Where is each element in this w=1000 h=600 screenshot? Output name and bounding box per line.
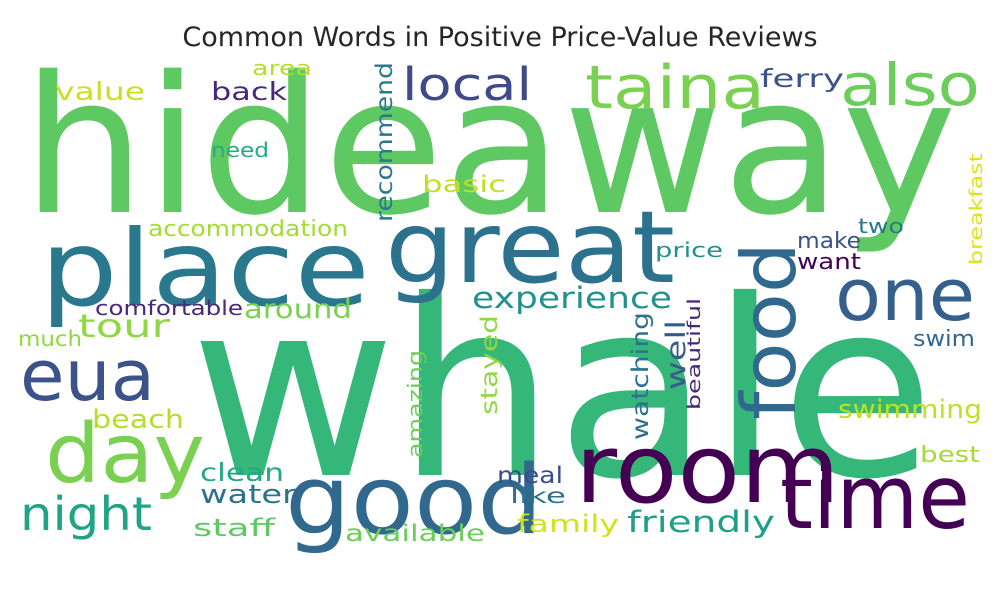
word-stayed: stayed xyxy=(477,315,503,415)
word-good: good xyxy=(285,446,543,556)
word-friendly: friendly xyxy=(627,505,775,539)
word-meal: meal xyxy=(497,463,563,489)
word-room: room xyxy=(575,415,840,525)
word-water: water xyxy=(200,480,296,510)
word-best: best xyxy=(920,443,980,468)
word-whale: whale xyxy=(190,248,935,533)
word-day: day xyxy=(45,407,205,502)
word-one: one xyxy=(835,253,975,337)
word-also: also xyxy=(840,51,980,119)
word-want: want xyxy=(797,250,861,275)
word-hideaway: hideaway xyxy=(22,36,957,257)
word-place: place xyxy=(40,208,370,330)
word-tour: tour xyxy=(78,307,171,345)
word-breakfast: breakfast xyxy=(966,153,987,265)
word-food: food xyxy=(725,242,813,420)
word-beach: beach xyxy=(92,405,184,435)
word-available: available xyxy=(345,521,485,547)
word-need: need xyxy=(211,138,269,162)
word-amazing: amazing xyxy=(403,350,427,458)
word-like: like xyxy=(510,484,566,508)
word-recommend: recommend xyxy=(372,62,398,222)
word-ferry: ferry xyxy=(760,64,844,93)
word-comfortable: comfortable xyxy=(95,296,243,320)
word-two: two xyxy=(858,214,904,238)
word-accommodation: accommodation xyxy=(148,217,348,242)
word-around: around xyxy=(244,294,352,325)
word-local: local xyxy=(402,58,532,111)
word-value: value xyxy=(55,77,145,106)
word-much: much xyxy=(18,327,82,351)
chart-title: Common Words in Positive Price-Value Rev… xyxy=(182,22,818,53)
word-area: area xyxy=(252,56,312,80)
word-family: family xyxy=(517,510,619,538)
word-taina: taina xyxy=(585,53,765,123)
word-back: back xyxy=(211,77,288,106)
word-time: time xyxy=(780,446,970,549)
word-swim: swim xyxy=(913,327,975,352)
word-experience: experience xyxy=(472,281,672,315)
word-swimming: swimming xyxy=(838,395,982,425)
word-night: night xyxy=(20,487,152,541)
word-well: well xyxy=(661,320,692,390)
word-eua: eua xyxy=(20,335,155,417)
word-basic: basic xyxy=(422,172,506,198)
word-make: make xyxy=(797,229,861,254)
word-staff: staff xyxy=(193,514,276,542)
word-watching: watching xyxy=(628,312,654,440)
word-beautiful: beautiful xyxy=(684,298,705,410)
word-clean: clean xyxy=(200,458,284,487)
word-great: great xyxy=(385,189,675,306)
word-price: price xyxy=(655,238,723,262)
